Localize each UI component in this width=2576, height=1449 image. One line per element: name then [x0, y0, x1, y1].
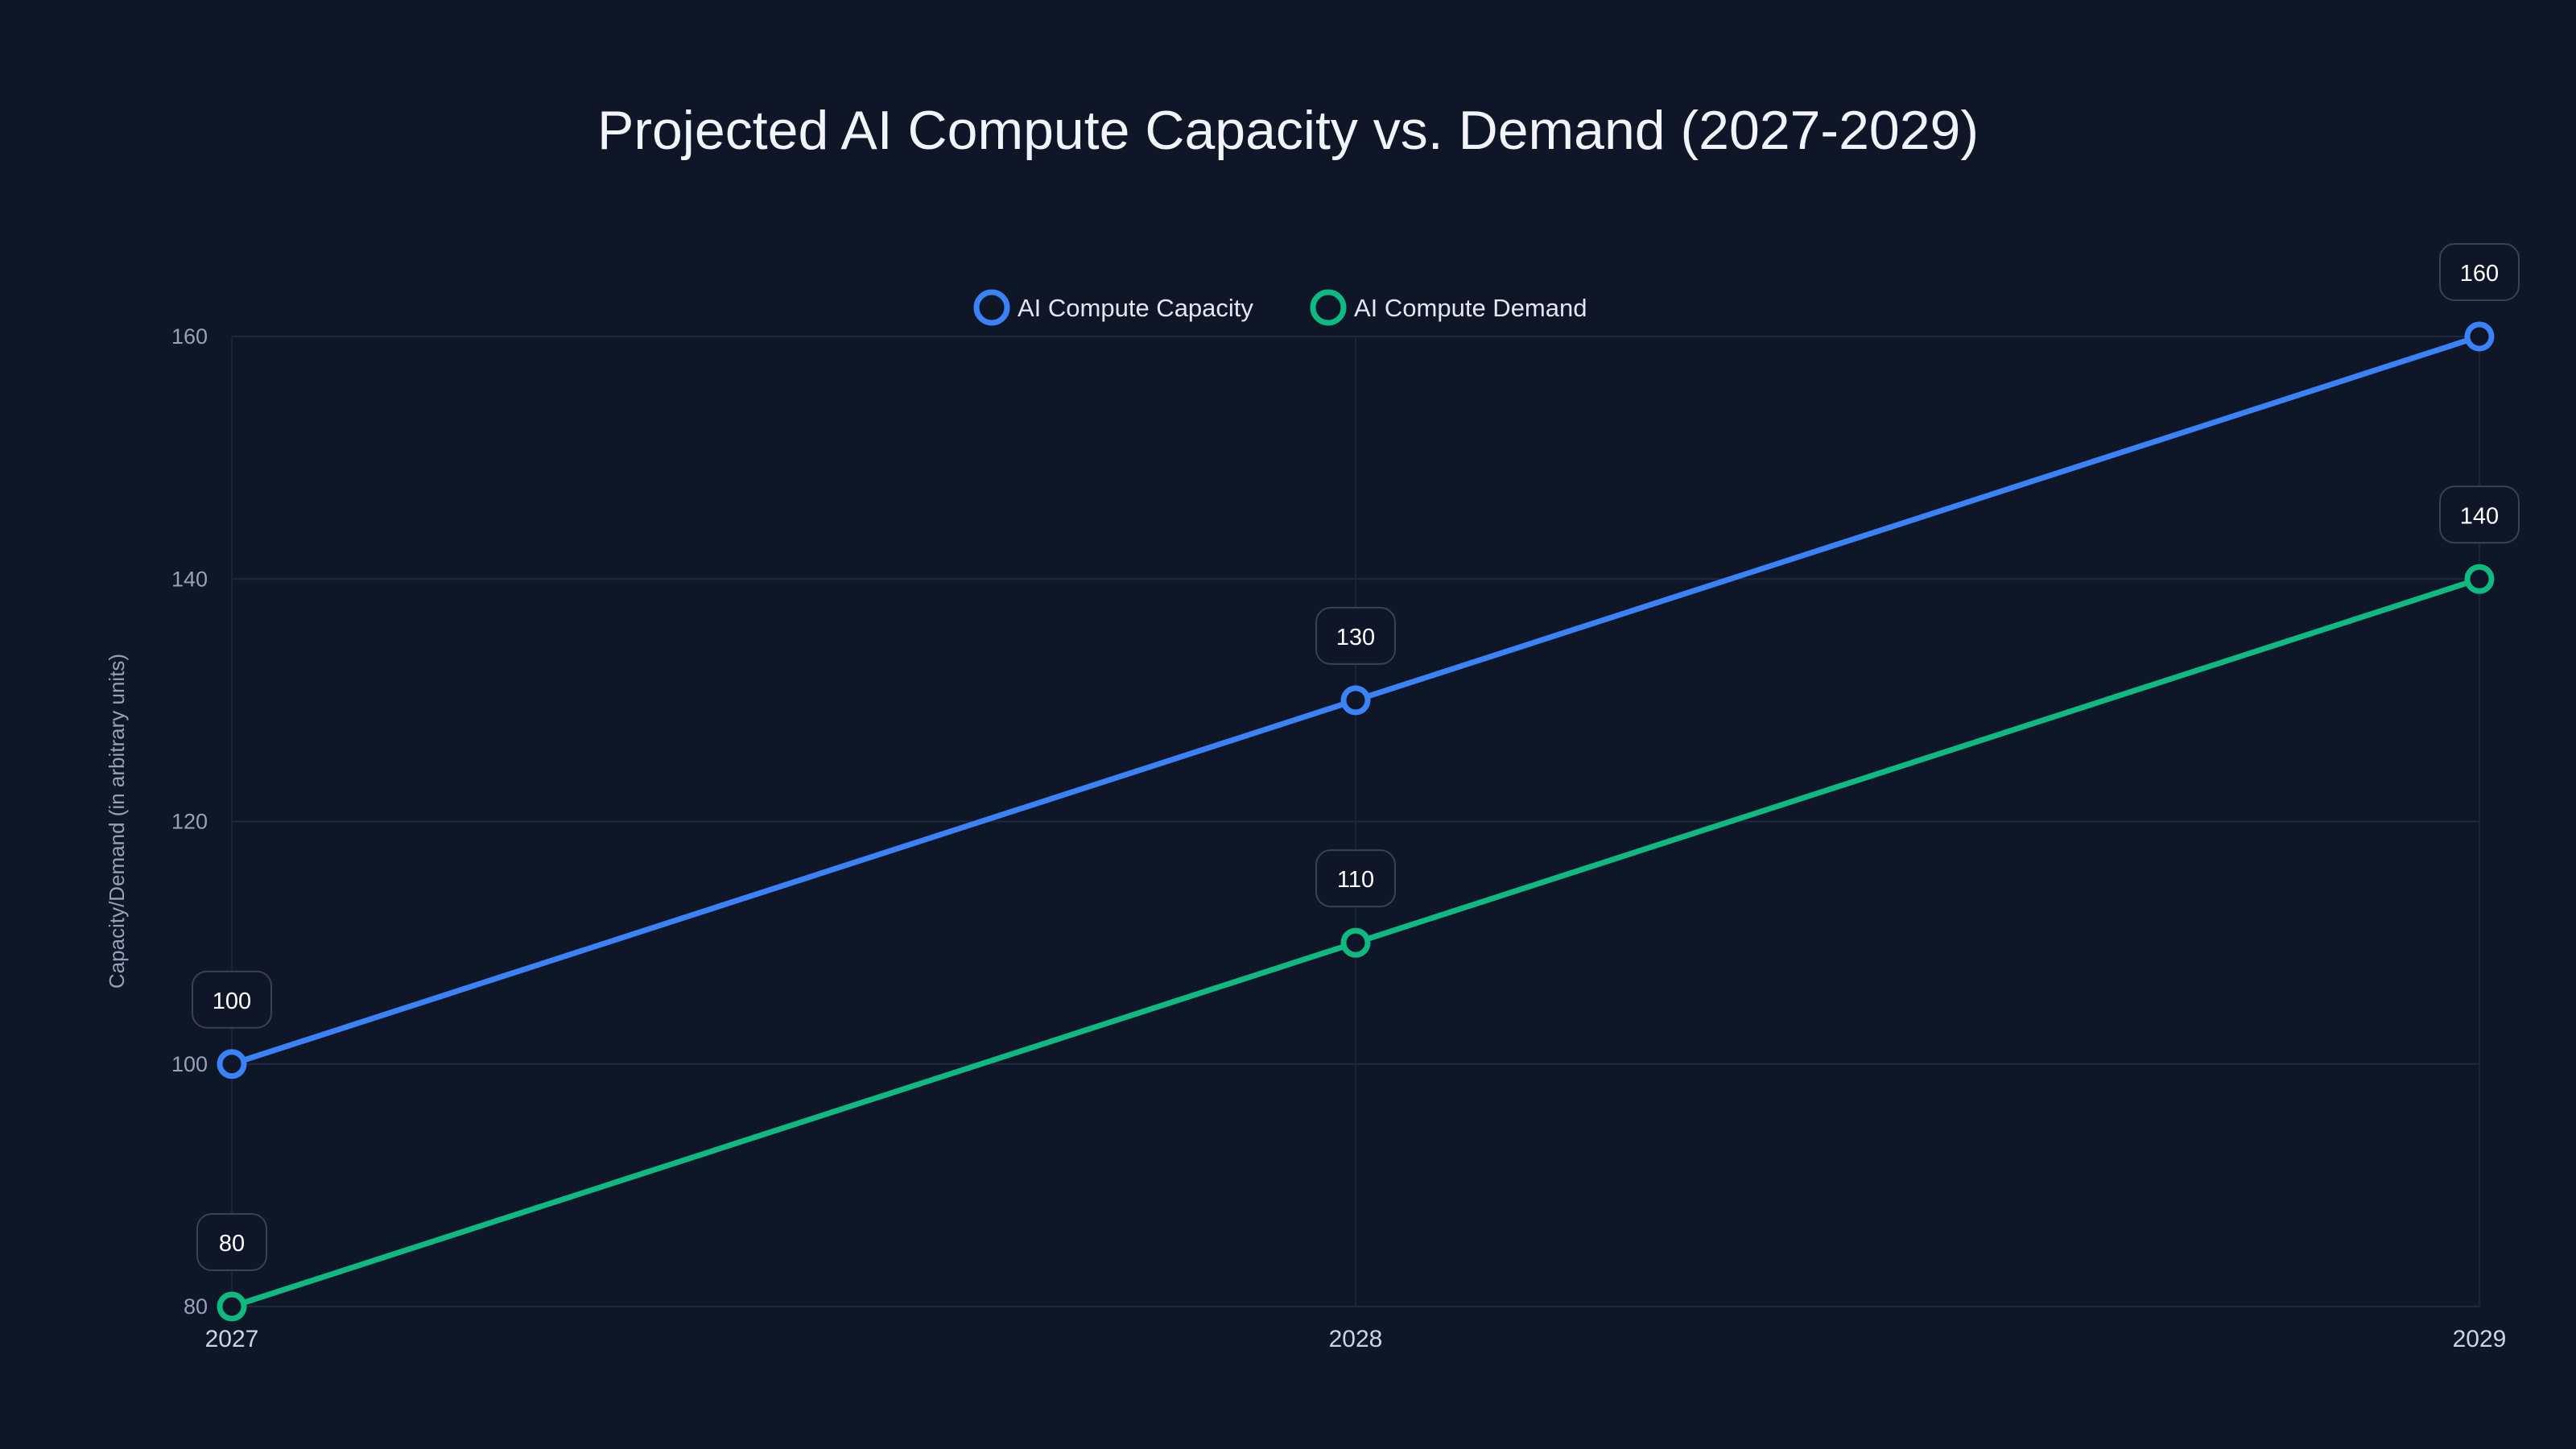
data-label-box	[2439, 243, 2520, 301]
axis-ticks: 80 100 120 140 160 2027 2028 2029	[171, 324, 2506, 1352]
legend-label[interactable]: AI Compute Demand	[1354, 294, 1587, 322]
data-point[interactable]	[217, 1291, 247, 1322]
legend-marker[interactable]	[1310, 289, 1347, 326]
data-label-box	[192, 970, 272, 1029]
data-point[interactable]	[2464, 564, 2495, 594]
data-label: 130	[1336, 625, 1375, 650]
data-label: 140	[2460, 503, 2499, 529]
data-label: 110	[1337, 867, 1374, 893]
data-point[interactable]	[1340, 927, 1371, 958]
chart-title: Projected AI Compute Capacity vs. Demand…	[597, 100, 1979, 161]
x-tick-label: 2028	[1329, 1326, 1383, 1352]
data-point[interactable]	[217, 1049, 247, 1080]
legend-label[interactable]: AI Compute Capacity	[1018, 294, 1253, 322]
data-label: 160	[2460, 261, 2499, 287]
x-tick-label: 2029	[2453, 1326, 2507, 1352]
legend: AI Compute Capacity AI Compute Demand	[973, 289, 1587, 326]
series-group: 100 130 160 80 110 140	[192, 243, 2520, 1322]
data-label: 100	[213, 989, 251, 1014]
y-axis-label: Capacity/Demand (in arbitrary units)	[105, 654, 129, 989]
x-tick-label: 2027	[205, 1326, 259, 1352]
y-tick-label: 100	[171, 1052, 208, 1076]
y-tick-label: 80	[184, 1294, 208, 1319]
data-label: 80	[219, 1231, 245, 1257]
y-tick-label: 140	[171, 567, 208, 591]
data-point[interactable]	[2464, 321, 2495, 352]
legend-marker[interactable]	[973, 289, 1010, 326]
data-point[interactable]	[1340, 685, 1371, 716]
data-label-box	[1315, 849, 1396, 908]
data-label-box	[2439, 485, 2520, 544]
data-label-box	[1315, 606, 1396, 665]
y-tick-label: 160	[171, 324, 208, 349]
data-label-box	[196, 1213, 267, 1271]
y-tick-label: 120	[171, 810, 208, 834]
